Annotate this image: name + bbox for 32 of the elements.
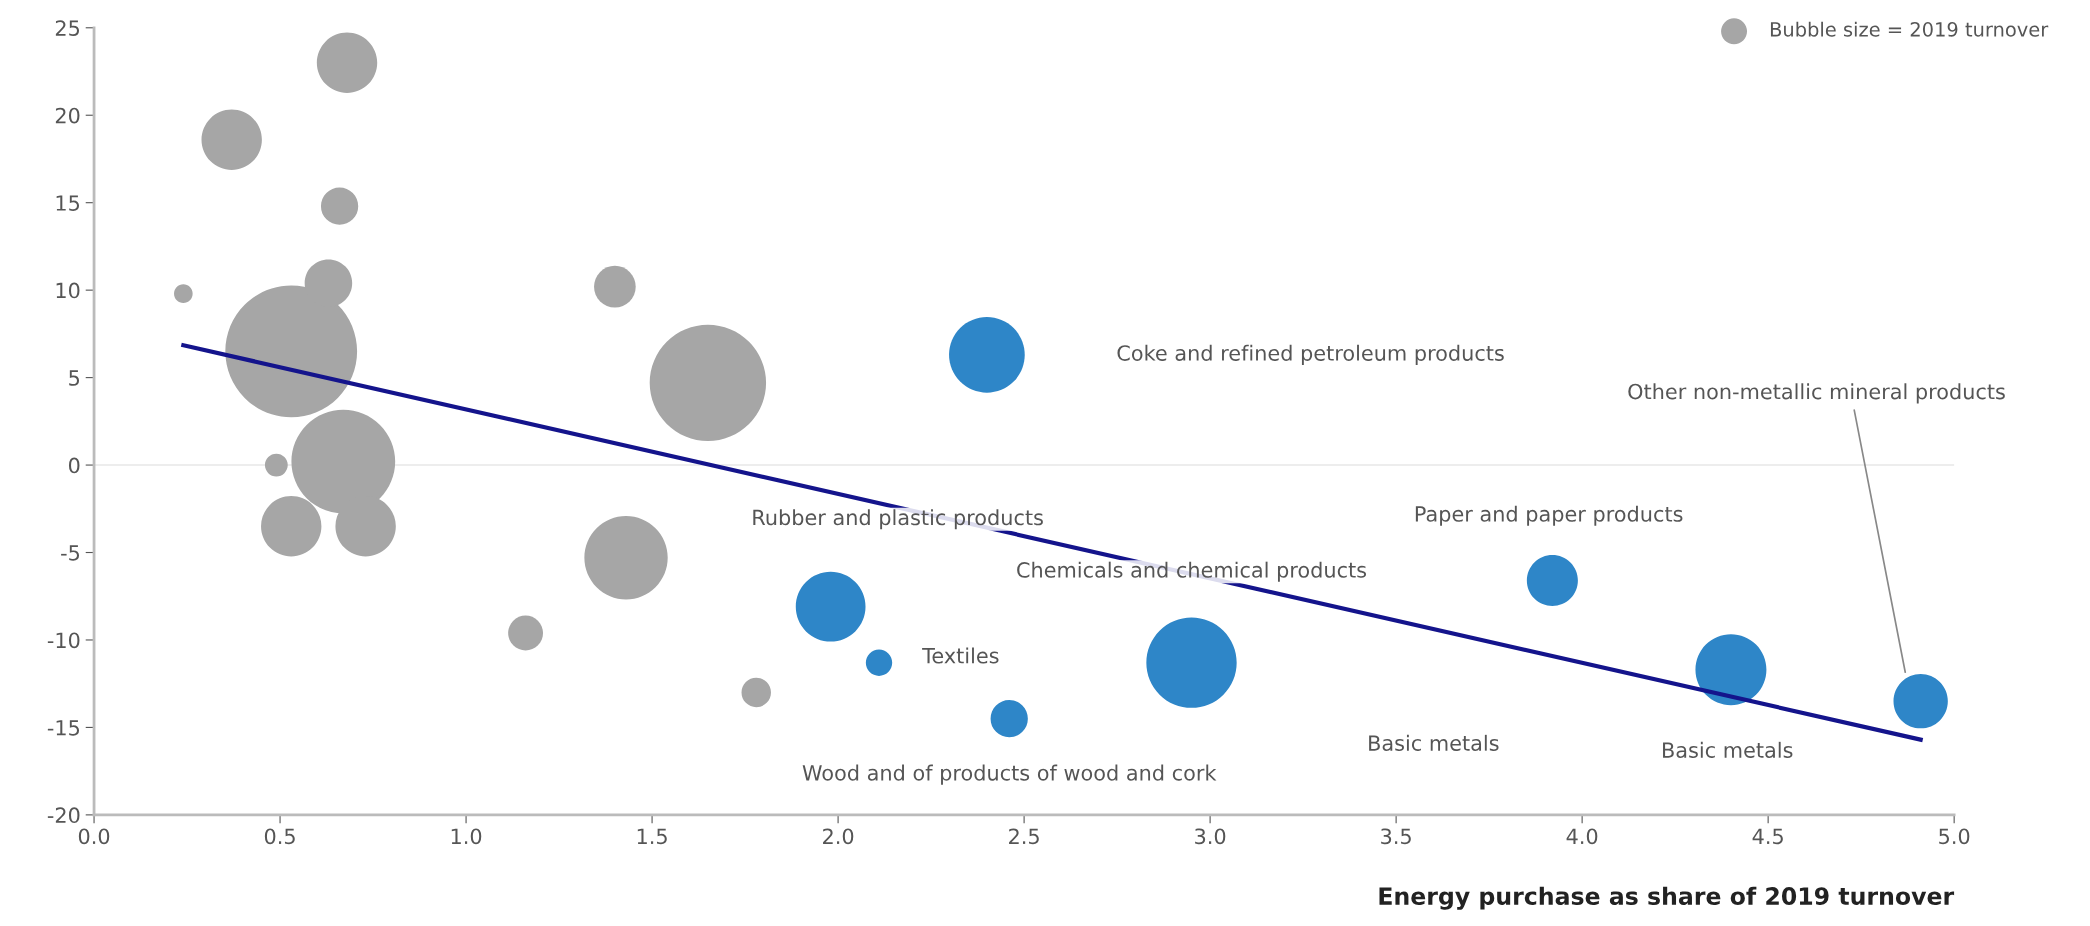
annotation: Chemicals and chemical products <box>1017 561 1367 582</box>
x-tick-label: 1.5 <box>637 828 667 845</box>
y-tick-label: 10 <box>56 282 80 299</box>
x-tick-label: 4.0 <box>1566 828 1598 845</box>
annotation: Basic metals <box>1663 741 1793 758</box>
annotation: Other non-metallic mineral products <box>1628 383 2005 404</box>
x-tick-label: 2.5 <box>1009 828 1039 845</box>
annotation: Rubber and plastic products <box>753 509 1043 530</box>
x-tick-label: 1.0 <box>451 828 482 845</box>
y-tick-label: -5 <box>61 545 80 561</box>
x-tick-label: 0.0 <box>78 828 110 845</box>
x-tick-label: 0.5 <box>264 828 295 845</box>
x-tick-label: 4.5 <box>1752 828 1783 845</box>
annotation: Textiles <box>922 647 999 664</box>
annotation: Paper and paper products <box>1415 505 1683 526</box>
x-tick-label: 3.0 <box>1195 828 1226 845</box>
x-axis-title: Energy purchase as share of 2019 turnover <box>1379 886 1955 910</box>
y-tick-label: 15 <box>56 195 80 211</box>
y-tick-label: 5 <box>69 370 80 386</box>
y-tick-label: -15 <box>47 720 80 736</box>
y-tick-label: 0 <box>68 457 80 474</box>
y-tick-label: 20 <box>55 107 80 124</box>
x-tick-label: 3.5 <box>1381 828 1411 845</box>
x-tick-label: 5.0 <box>1939 828 1970 845</box>
annotation: Wood and of products of wood and cork <box>802 764 1217 785</box>
y-tick-label: -20 <box>47 807 80 824</box>
y-tick-label: 25 <box>55 20 80 36</box>
legend-label: Bubble size = 2019 turnover <box>1770 21 2049 37</box>
annotation: Coke and refined petroleum products <box>1117 344 1504 365</box>
x-tick-label: 2.0 <box>823 828 854 845</box>
y-tick-label: -10 <box>47 632 80 649</box>
annotation: Basic metals <box>1369 734 1499 751</box>
